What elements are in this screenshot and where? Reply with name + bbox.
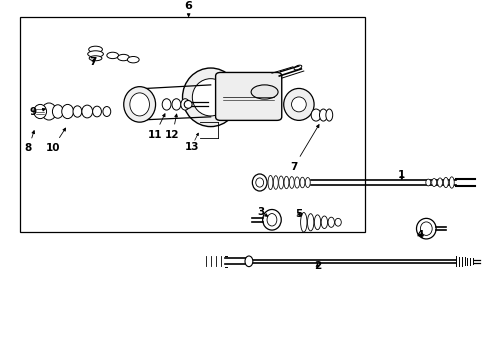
Ellipse shape	[42, 103, 56, 120]
Ellipse shape	[107, 52, 119, 59]
Ellipse shape	[192, 79, 229, 116]
Text: 3: 3	[257, 207, 268, 217]
Text: 13: 13	[185, 142, 199, 152]
Ellipse shape	[118, 54, 129, 61]
Ellipse shape	[123, 87, 156, 122]
Text: 8: 8	[25, 131, 35, 153]
Ellipse shape	[319, 109, 327, 121]
Text: 9: 9	[30, 107, 46, 117]
Ellipse shape	[432, 179, 437, 186]
Ellipse shape	[315, 215, 320, 230]
Text: 10: 10	[46, 128, 66, 153]
Ellipse shape	[93, 106, 101, 117]
Ellipse shape	[449, 177, 454, 188]
Ellipse shape	[89, 46, 102, 53]
Ellipse shape	[311, 109, 321, 121]
Ellipse shape	[273, 176, 278, 189]
Ellipse shape	[130, 93, 149, 116]
Ellipse shape	[335, 219, 341, 226]
Text: 2: 2	[314, 261, 321, 271]
Ellipse shape	[300, 212, 307, 232]
Ellipse shape	[172, 99, 181, 110]
Ellipse shape	[308, 214, 314, 231]
Ellipse shape	[279, 176, 284, 189]
Ellipse shape	[184, 100, 192, 108]
Ellipse shape	[294, 65, 302, 70]
Text: 7: 7	[290, 125, 319, 171]
Ellipse shape	[292, 97, 306, 112]
Ellipse shape	[284, 89, 314, 120]
Ellipse shape	[73, 106, 82, 117]
Ellipse shape	[245, 256, 253, 267]
Ellipse shape	[82, 105, 93, 118]
Ellipse shape	[416, 219, 436, 239]
Ellipse shape	[89, 56, 102, 61]
Ellipse shape	[438, 178, 442, 187]
Text: 7: 7	[89, 57, 97, 67]
Ellipse shape	[420, 222, 432, 235]
Text: 12: 12	[165, 114, 180, 140]
Ellipse shape	[127, 57, 139, 63]
Ellipse shape	[162, 99, 171, 110]
Text: 11: 11	[147, 114, 165, 140]
Ellipse shape	[34, 104, 47, 118]
Ellipse shape	[103, 107, 111, 117]
Bar	[20, 17, 365, 232]
Ellipse shape	[182, 68, 239, 127]
Ellipse shape	[305, 177, 310, 188]
Text: 6: 6	[185, 1, 193, 12]
Ellipse shape	[294, 177, 299, 188]
FancyBboxPatch shape	[216, 72, 282, 120]
Ellipse shape	[284, 176, 289, 189]
Text: 4: 4	[416, 230, 424, 240]
Ellipse shape	[300, 177, 305, 188]
Ellipse shape	[267, 213, 277, 226]
Ellipse shape	[256, 178, 264, 187]
Ellipse shape	[62, 104, 74, 118]
Ellipse shape	[88, 51, 103, 57]
Ellipse shape	[328, 217, 335, 228]
Ellipse shape	[263, 210, 281, 230]
Ellipse shape	[181, 99, 190, 110]
Ellipse shape	[251, 85, 278, 99]
Ellipse shape	[443, 177, 448, 188]
Text: 5: 5	[295, 209, 302, 219]
Ellipse shape	[252, 174, 267, 191]
Ellipse shape	[289, 177, 294, 188]
Ellipse shape	[268, 175, 273, 190]
Text: 1: 1	[398, 170, 405, 180]
Ellipse shape	[326, 109, 333, 121]
Ellipse shape	[52, 105, 63, 118]
Ellipse shape	[321, 216, 327, 229]
Ellipse shape	[426, 179, 431, 186]
